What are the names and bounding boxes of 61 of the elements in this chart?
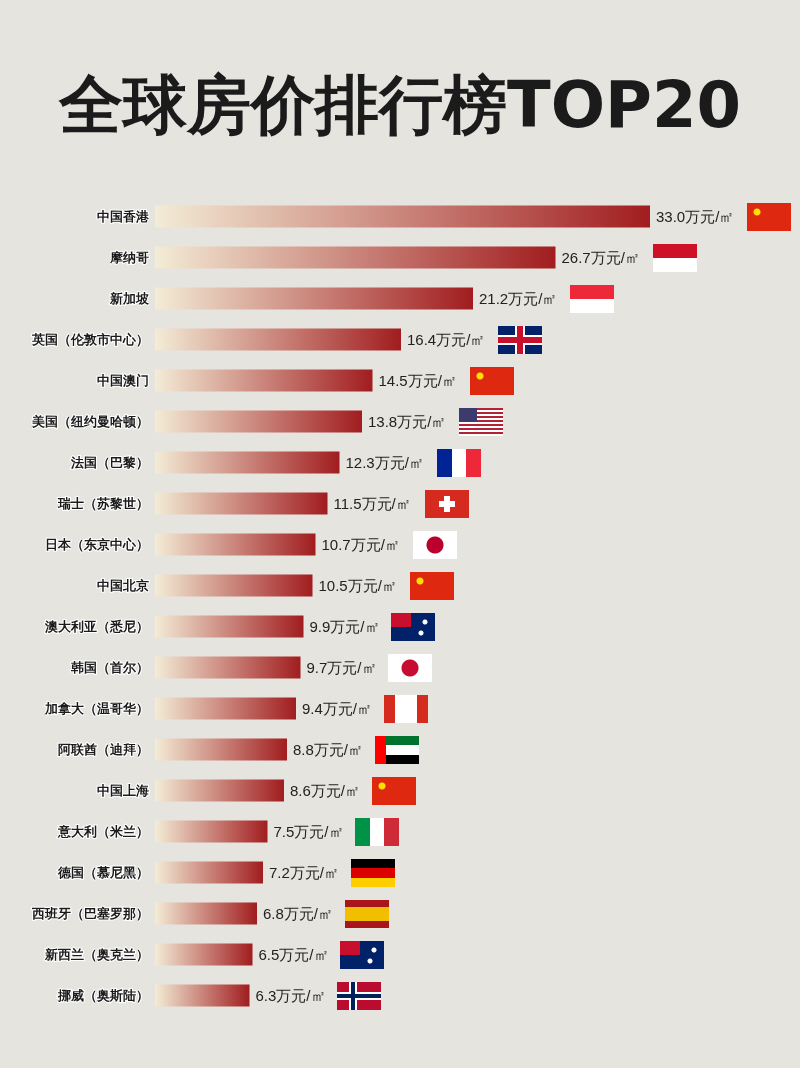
data-label: 9.7万元/㎡ xyxy=(306,659,377,676)
data-label: 6.8万元/㎡ xyxy=(263,905,334,922)
bar xyxy=(155,533,316,556)
data-label: 13.8万元/㎡ xyxy=(368,413,447,430)
data-label: 8.6万元/㎡ xyxy=(290,782,361,799)
bar xyxy=(155,451,340,474)
data-label: 33.0万元/㎡ xyxy=(656,208,735,225)
bar xyxy=(155,656,301,679)
bar xyxy=(155,410,362,433)
y-tick-label: 法国（巴黎） xyxy=(70,455,149,470)
y-tick-label: 中国香港 xyxy=(97,209,150,224)
bar xyxy=(155,205,650,228)
y-tick-label: 日本（东京中心） xyxy=(45,537,149,552)
y-tick-label: 阿联酋（迪拜） xyxy=(58,742,149,757)
data-label: 10.5万元/㎡ xyxy=(318,577,397,594)
y-tick-label: 中国北京 xyxy=(97,578,149,593)
bar xyxy=(155,492,328,515)
y-tick-label: 澳大利亚（悉尼） xyxy=(44,619,149,634)
bar xyxy=(155,738,287,761)
chart-title: 全球房价排行榜TOP20 xyxy=(57,67,742,144)
y-tick-label: 新西兰（奥克兰） xyxy=(44,947,149,962)
y-tick-label: 新加坡 xyxy=(109,291,150,306)
y-tick-label: 摩纳哥 xyxy=(109,250,149,265)
y-tick-label: 加拿大（温哥华） xyxy=(44,701,149,716)
y-tick-label: 美国（纽约曼哈顿） xyxy=(31,414,149,429)
y-tick-label: 韩国（首尔） xyxy=(70,660,149,675)
data-label: 14.5万元/㎡ xyxy=(378,372,457,389)
bar xyxy=(155,943,253,966)
data-label: 11.5万元/㎡ xyxy=(333,495,411,512)
bar xyxy=(155,287,473,310)
data-label: 7.2万元/㎡ xyxy=(269,864,340,881)
y-tick-label: 中国上海 xyxy=(97,783,149,798)
y-tick-label: 英国（伦敦市中心） xyxy=(31,332,149,347)
data-label: 26.7万元/㎡ xyxy=(561,249,640,266)
bar xyxy=(155,820,268,843)
y-tick-label: 西班牙（巴塞罗那） xyxy=(31,906,149,921)
data-label: 7.5万元/㎡ xyxy=(273,823,344,840)
data-label: 9.9万元/㎡ xyxy=(309,618,380,635)
bar xyxy=(155,328,401,351)
bar xyxy=(155,902,257,925)
bar xyxy=(155,574,313,597)
bar xyxy=(155,615,304,638)
data-label: 21.2万元/㎡ xyxy=(479,290,558,307)
bar xyxy=(155,779,284,802)
bar xyxy=(155,697,296,720)
y-tick-label: 瑞士（苏黎世） xyxy=(57,496,149,511)
data-label: 12.3万元/㎡ xyxy=(345,454,424,471)
data-label: 10.7万元/㎡ xyxy=(321,536,400,553)
y-tick-label: 意大利（米兰） xyxy=(57,824,149,839)
bar xyxy=(155,246,556,269)
data-label: 9.4万元/㎡ xyxy=(302,700,373,717)
y-tick-label: 德国（慕尼黑） xyxy=(57,865,149,880)
y-tick-label: 挪威（奥斯陆） xyxy=(57,988,149,1003)
bar xyxy=(155,984,250,1007)
data-label: 6.3万元/㎡ xyxy=(255,987,326,1004)
data-label: 6.5万元/㎡ xyxy=(258,946,329,963)
bar xyxy=(155,369,373,392)
bar xyxy=(155,861,263,884)
data-label: 8.8万元/㎡ xyxy=(293,741,364,758)
y-tick-label: 中国澳门 xyxy=(97,373,149,388)
data-label: 16.4万元/㎡ xyxy=(407,331,486,348)
